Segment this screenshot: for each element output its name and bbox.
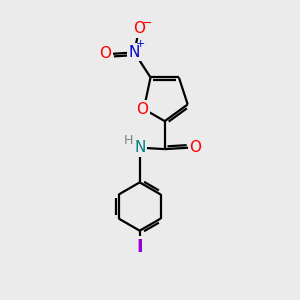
Text: N: N — [134, 140, 146, 155]
Text: O: O — [100, 46, 112, 62]
Text: O: O — [133, 21, 145, 36]
Text: I: I — [136, 238, 143, 256]
Text: H: H — [124, 134, 133, 147]
Text: N: N — [129, 45, 140, 60]
Text: −: − — [142, 16, 152, 29]
Text: +: + — [136, 39, 146, 49]
Text: O: O — [189, 140, 201, 155]
Text: O: O — [136, 102, 148, 117]
